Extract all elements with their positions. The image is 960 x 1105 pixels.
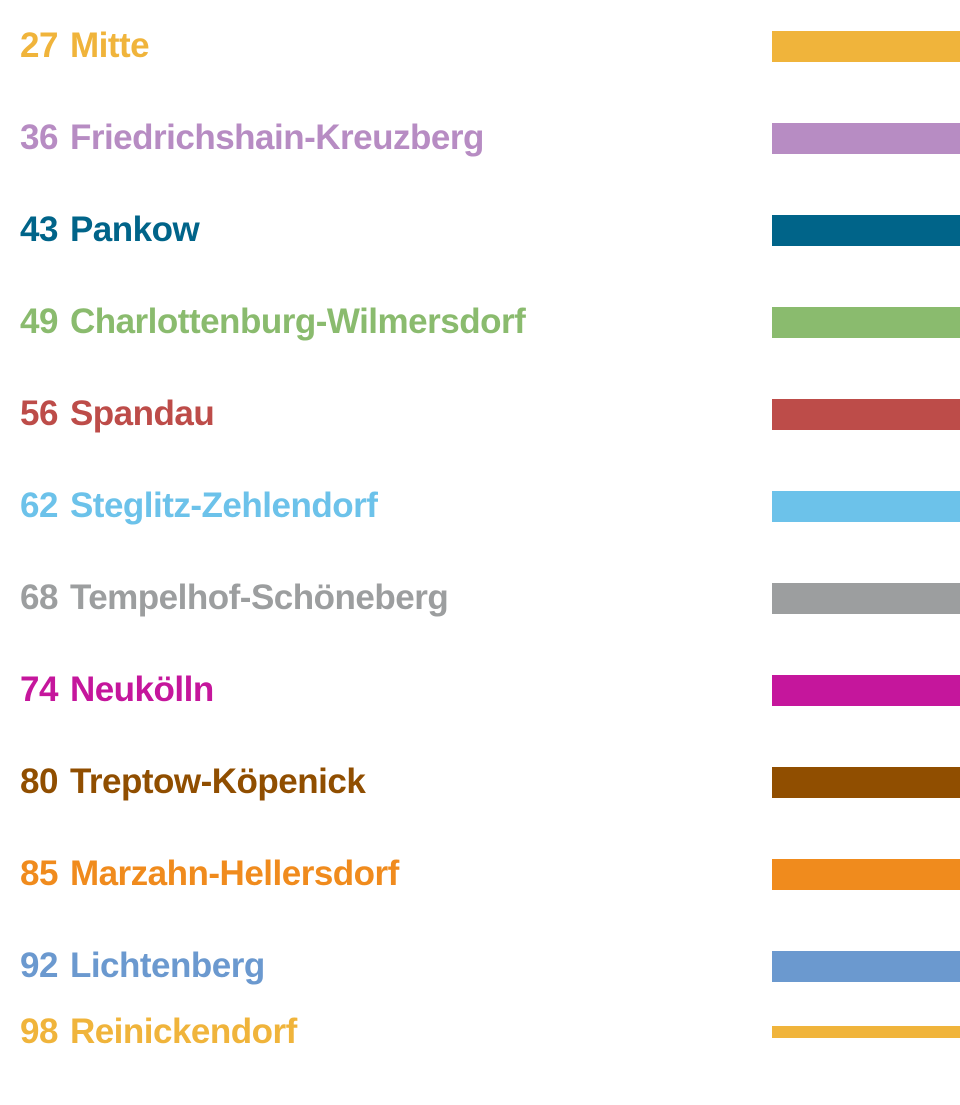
district-name: Lichtenberg xyxy=(70,946,265,986)
district-entry: 85 Marzahn-Hellersdorf xyxy=(20,854,399,894)
district-number: 85 xyxy=(20,854,58,894)
color-swatch xyxy=(772,675,960,706)
district-name: Mitte xyxy=(70,26,149,66)
district-name: Spandau xyxy=(70,394,214,434)
color-swatch xyxy=(772,123,960,154)
district-entry: 68 Tempelhof-Schöneberg xyxy=(20,578,448,618)
district-entry: 27 Mitte xyxy=(20,26,149,66)
district-number: 98 xyxy=(20,1012,58,1052)
district-entry: 43 Pankow xyxy=(20,210,199,250)
district-number: 74 xyxy=(20,670,58,710)
district-row: 92 Lichtenberg xyxy=(0,920,960,1012)
district-name: Marzahn-Hellersdorf xyxy=(70,854,399,894)
district-number: 27 xyxy=(20,26,58,66)
district-row: 98 Reinickendorf xyxy=(0,1012,960,1072)
district-entry: 92 Lichtenberg xyxy=(20,946,265,986)
color-swatch xyxy=(772,1026,960,1038)
color-swatch xyxy=(772,399,960,430)
district-number: 43 xyxy=(20,210,58,250)
color-swatch xyxy=(772,31,960,62)
district-row: 36 Friedrichshain-Kreuzberg xyxy=(0,92,960,184)
color-swatch xyxy=(772,951,960,982)
district-entry: 49 Charlottenburg-Wilmersdorf xyxy=(20,302,525,342)
district-entry: 98 Reinickendorf xyxy=(20,1012,297,1052)
district-name: Reinickendorf xyxy=(70,1012,297,1052)
district-entry: 56 Spandau xyxy=(20,394,214,434)
district-name: Treptow-Köpenick xyxy=(70,762,365,802)
district-row: 68 Tempelhof-Schöneberg xyxy=(0,552,960,644)
district-entry: 80 Treptow-Köpenick xyxy=(20,762,365,802)
district-number: 49 xyxy=(20,302,58,342)
color-swatch xyxy=(772,767,960,798)
district-number: 56 xyxy=(20,394,58,434)
district-entry: 74 Neukölln xyxy=(20,670,214,710)
district-name: Steglitz-Zehlendorf xyxy=(70,486,377,526)
district-row: 62 Steglitz-Zehlendorf xyxy=(0,460,960,552)
district-entry: 62 Steglitz-Zehlendorf xyxy=(20,486,377,526)
district-row: 74 Neukölln xyxy=(0,644,960,736)
district-row: 43 Pankow xyxy=(0,184,960,276)
district-name: Charlottenburg-Wilmersdorf xyxy=(70,302,525,342)
district-row: 49 Charlottenburg-Wilmersdorf xyxy=(0,276,960,368)
district-name: Tempelhof-Schöneberg xyxy=(70,578,448,618)
color-swatch xyxy=(772,859,960,890)
color-swatch xyxy=(772,491,960,522)
district-number: 36 xyxy=(20,118,58,158)
district-row: 27 Mitte xyxy=(0,0,960,92)
district-row: 56 Spandau xyxy=(0,368,960,460)
district-name: Neukölln xyxy=(70,670,214,710)
district-row: 80 Treptow-Köpenick xyxy=(0,736,960,828)
district-legend: 27 Mitte 36 Friedrichshain-Kreuzberg 43 Panko… xyxy=(0,0,960,1105)
district-number: 80 xyxy=(20,762,58,802)
district-entry: 36 Friedrichshain-Kreuzberg xyxy=(20,118,484,158)
color-swatch xyxy=(772,215,960,246)
district-number: 62 xyxy=(20,486,58,526)
district-number: 92 xyxy=(20,946,58,986)
district-number: 68 xyxy=(20,578,58,618)
color-swatch xyxy=(772,583,960,614)
district-name: Pankow xyxy=(70,210,199,250)
district-name: Friedrichshain-Kreuzberg xyxy=(70,118,484,158)
district-row: 85 Marzahn-Hellersdorf xyxy=(0,828,960,920)
color-swatch xyxy=(772,307,960,338)
